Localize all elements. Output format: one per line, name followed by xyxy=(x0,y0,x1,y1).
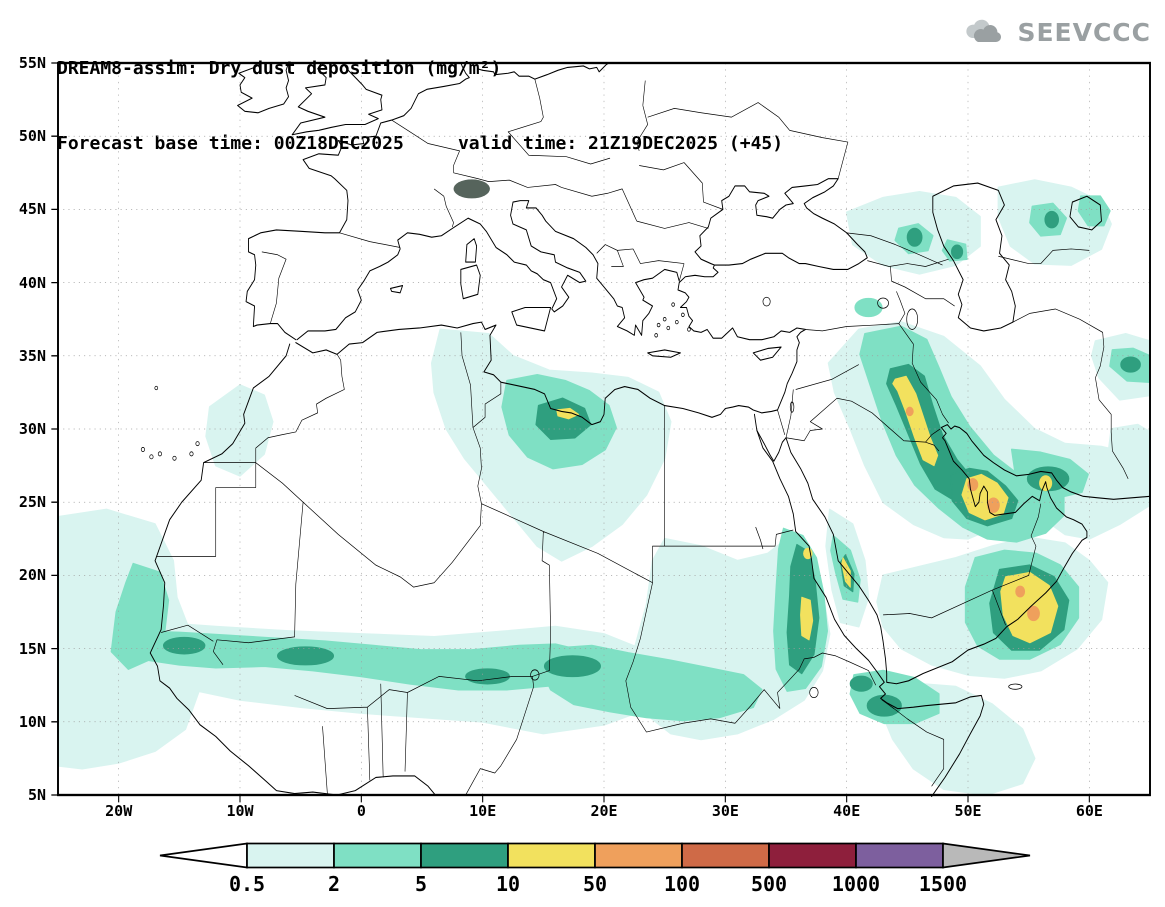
lat-tick-label: 30N xyxy=(18,420,46,438)
alps-terrain-patch xyxy=(453,179,490,199)
colorbar-threshold-label: 5 xyxy=(414,872,428,896)
axis-ticks xyxy=(51,62,1090,803)
dust-shading-layer xyxy=(57,179,1151,796)
lon-tick-label: 30E xyxy=(711,802,739,820)
lat-axis: 55N 50N 45N 40N 35N 30N 25N 20N 15N 10N 5N xyxy=(0,0,52,907)
colorbar-segment xyxy=(507,842,596,869)
colorbar-segment xyxy=(855,842,944,869)
lon-tick-label: 50E xyxy=(954,802,982,820)
colorbar-threshold-label: 1000 xyxy=(831,872,881,896)
lon-tick-label: 0 xyxy=(356,802,366,820)
lat-tick-label: 15N xyxy=(18,639,46,658)
colorbar-segment xyxy=(420,842,509,869)
lat-tick-label: 35N xyxy=(18,346,46,365)
lat-tick-label: 20N xyxy=(18,566,46,585)
colorbar-threshold-label: 50 xyxy=(582,872,608,896)
lon-tick-label: 10W xyxy=(226,802,254,820)
lat-tick-label: 50N xyxy=(18,127,46,146)
colorbar-segment xyxy=(333,842,422,869)
colorbar-svg xyxy=(159,842,1031,869)
colorbar-segment xyxy=(942,842,1031,869)
lat-tick-label: 40N xyxy=(18,273,46,292)
colorbar-segment xyxy=(681,842,770,869)
borders-layer xyxy=(156,78,1129,796)
lon-tick-label: 20W xyxy=(105,802,133,820)
lon-tick-label: 40E xyxy=(833,802,861,820)
lat-tick-label: 55N xyxy=(18,54,46,72)
colorbar-threshold-label: 10 xyxy=(495,872,521,896)
figure-subtitle: Forecast base time: 00Z18DEC2025 valid t… xyxy=(57,133,784,154)
colorbar-labels: 0.5 2 5 10 50 100 500 1000 1500 xyxy=(158,869,1032,899)
lat-tick-label: 10N xyxy=(18,712,46,731)
colorbar-segment xyxy=(246,842,335,869)
lon-tick-label: 10E xyxy=(469,802,497,820)
lat-tick-label: 5N xyxy=(27,786,46,804)
colorbar-threshold-label: 1500 xyxy=(918,872,968,896)
lon-tick-label: 60E xyxy=(1075,802,1103,820)
colorbar-threshold-label: 2 xyxy=(327,872,341,896)
seevccc-logo: SEEVCCC xyxy=(958,16,1151,48)
map-canvas xyxy=(51,61,1151,803)
colorbar-segment xyxy=(159,842,248,869)
lon-axis: 20W 10W 0 10E 20E 30E 40E 50E 60E xyxy=(0,802,1165,824)
lat-tick-label: 25N xyxy=(18,493,46,512)
lon-tick-label: 20E xyxy=(590,802,618,820)
colorbar-threshold-label: 100 xyxy=(663,872,701,896)
gridlines-layer xyxy=(58,63,1150,795)
colorbar-threshold-label: 0.5 xyxy=(228,872,266,896)
lat-tick-label: 45N xyxy=(18,200,46,219)
colorbar-segment xyxy=(768,842,857,869)
cloud-icon xyxy=(966,19,1002,42)
colorbar-segment xyxy=(594,842,683,869)
dust-level-50 xyxy=(905,406,1040,622)
logo-text: SEEVCCC xyxy=(1017,17,1151,47)
colorbar-threshold-label: 500 xyxy=(750,872,788,896)
lakes-layer xyxy=(140,179,1023,699)
map-plot xyxy=(51,61,1151,803)
